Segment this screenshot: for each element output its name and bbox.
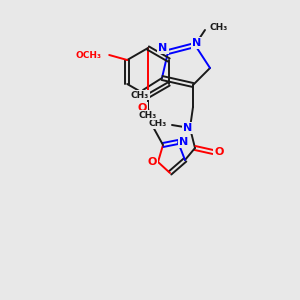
Text: N: N [179,137,189,147]
Text: O: O [147,157,157,167]
Text: CH₃: CH₃ [131,91,149,100]
Text: O: O [214,147,224,157]
Text: N: N [192,38,202,48]
Text: CH₃: CH₃ [209,23,227,32]
Text: O: O [137,103,147,113]
Text: CH₃: CH₃ [149,119,167,128]
Text: N: N [158,43,168,53]
Text: N: N [183,123,193,133]
Text: CH₃: CH₃ [139,110,157,119]
Text: OCH₃: OCH₃ [75,50,101,59]
